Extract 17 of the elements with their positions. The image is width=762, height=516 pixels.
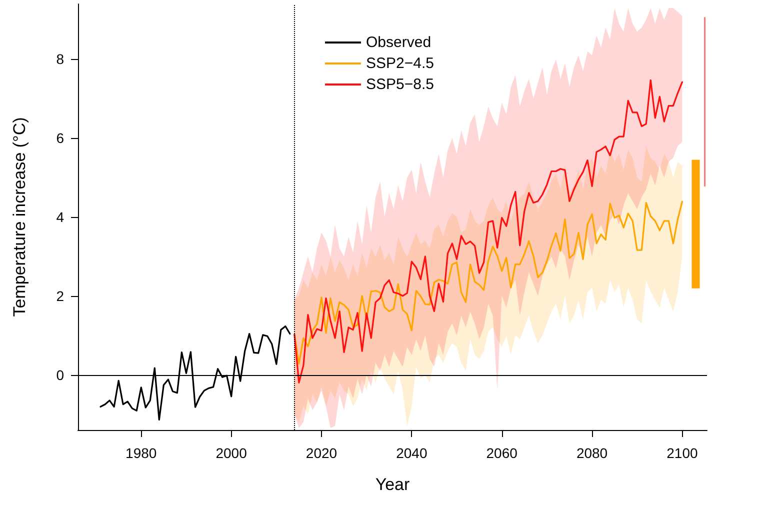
x-tick-label: 1980 bbox=[126, 445, 157, 461]
y-tick-label: 6 bbox=[56, 130, 64, 146]
x-tick-label: 2060 bbox=[486, 445, 518, 461]
y-tick-label: 0 bbox=[56, 366, 64, 383]
x-tick-label: 2000 bbox=[216, 445, 248, 461]
legend-label: Observed bbox=[366, 34, 432, 51]
x-tick-label: 2040 bbox=[396, 445, 428, 461]
x-tick-label: 2080 bbox=[576, 445, 608, 461]
x-axis-title: Year bbox=[375, 475, 410, 494]
legend-label: SSP5−8.5 bbox=[366, 76, 434, 93]
y-tick-label: 4 bbox=[56, 209, 64, 225]
y-axis-title: Temperature increase (°C) bbox=[10, 117, 29, 317]
legend-label: SSP2−4.5 bbox=[366, 55, 434, 72]
y-tick-label: 8 bbox=[56, 51, 64, 68]
x-tick-label: 2100 bbox=[666, 445, 698, 461]
y-tick-label: 2 bbox=[56, 288, 64, 304]
x-tick-label: 2020 bbox=[306, 445, 338, 461]
